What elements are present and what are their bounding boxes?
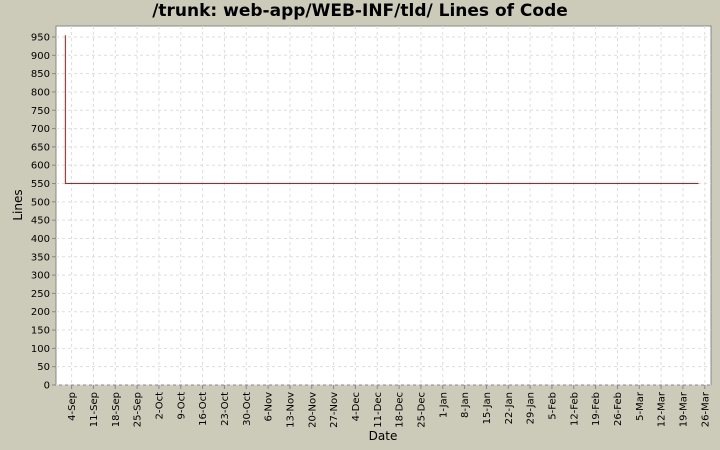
x-tick-label: 29-Jan — [526, 392, 537, 424]
x-tick-label: 5-Feb — [547, 392, 558, 420]
x-tick-label: 26-Mar — [700, 391, 711, 427]
y-tick-label: 400 — [31, 234, 50, 245]
plot-area — [55, 25, 712, 386]
series-line — [64, 35, 699, 184]
y-tick-label: 350 — [31, 252, 50, 263]
x-tick-label: 26-Feb — [613, 392, 624, 426]
x-axis-label: Date — [369, 429, 398, 443]
x-tick-label: 9-Oct — [176, 392, 187, 420]
x-tick-label: 16-Oct — [198, 392, 209, 426]
y-tick-label: 600 — [31, 161, 50, 172]
x-tick-label: 19-Mar — [678, 391, 689, 427]
y-tick-label: 550 — [31, 179, 50, 190]
y-tick-label: 250 — [31, 289, 50, 300]
x-tick-label: 25-Dec — [416, 392, 427, 428]
x-tick-label: 13-Nov — [285, 392, 296, 428]
x-tick-label: 4-Dec — [351, 392, 362, 421]
x-tick-label: 11-Sep — [89, 392, 100, 427]
x-tick-label: 4-Sep — [67, 392, 78, 421]
chart-title: /trunk: web-app/WEB-INF/tld/ Lines of Co… — [152, 1, 568, 21]
y-tick-label: 800 — [31, 87, 50, 98]
x-tick-label: 15-Jan — [482, 392, 493, 424]
x-tick-label: 12-Mar — [657, 391, 668, 427]
y-tick-label: 200 — [31, 307, 50, 318]
y-tick-label: 50 — [37, 362, 50, 373]
y-tick-label: 700 — [31, 124, 50, 135]
y-tick-label: 150 — [31, 326, 50, 337]
x-tick-label: 8-Jan — [460, 392, 471, 418]
y-axis-label: Lines — [11, 189, 25, 220]
x-tick-label: 6-Nov — [264, 392, 275, 422]
x-tick-label: 12-Feb — [569, 392, 580, 426]
x-tick-label: 23-Oct — [220, 392, 231, 426]
y-tick-label: 500 — [31, 197, 50, 208]
x-tick-label: 18-Dec — [395, 392, 406, 428]
x-tick-label: 18-Sep — [111, 392, 122, 427]
y-tick-label: 750 — [31, 106, 50, 117]
x-tick-label: 19-Feb — [591, 392, 602, 426]
x-tick-label: 1-Jan — [438, 392, 449, 418]
y-tick-label: 0 — [44, 381, 50, 392]
x-tick-label: 22-Jan — [504, 392, 515, 424]
y-tick-label: 850 — [31, 69, 50, 80]
x-tick-label: 27-Nov — [329, 392, 340, 428]
y-tick-label: 650 — [31, 142, 50, 153]
x-tick-label: 30-Oct — [242, 392, 253, 426]
x-tick-label: 5-Mar — [635, 391, 646, 421]
x-tick-label: 2-Oct — [154, 392, 165, 420]
x-tick-label: 20-Nov — [307, 392, 318, 428]
x-tick-label: 11-Dec — [373, 392, 384, 428]
x-tick-label: 25-Sep — [133, 392, 144, 427]
y-tick-label: 900 — [31, 51, 50, 62]
y-tick-label: 950 — [31, 32, 50, 43]
y-tick-label: 100 — [31, 344, 50, 355]
y-tick-label: 300 — [31, 271, 50, 282]
y-tick-label: 450 — [31, 216, 50, 227]
